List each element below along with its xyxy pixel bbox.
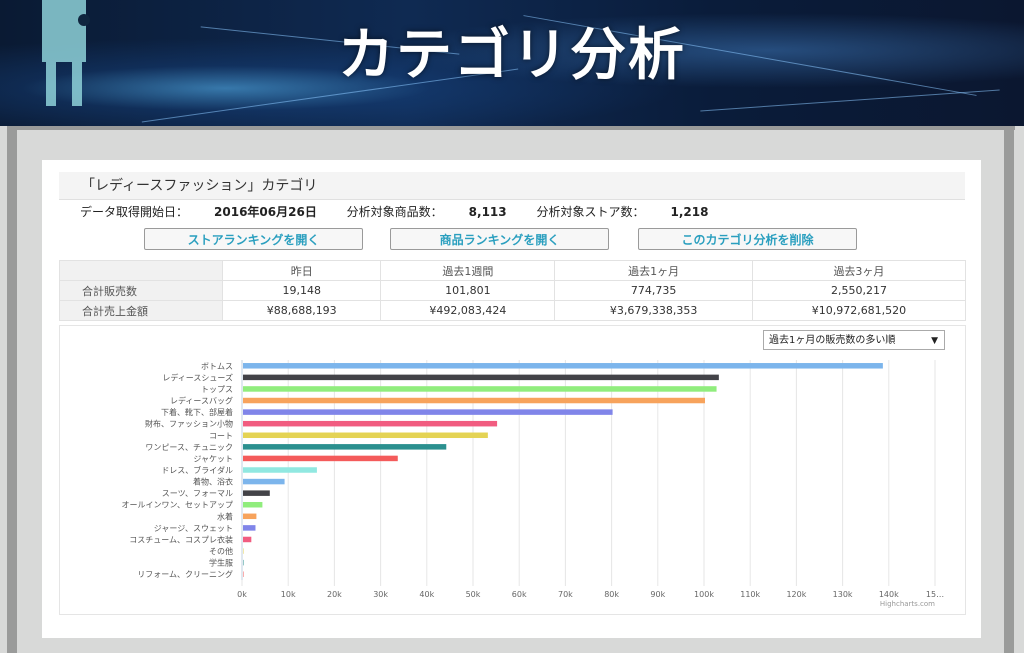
- stats-header-blank: [59, 260, 223, 281]
- delete-analysis-button[interactable]: このカテゴリ分析を削除: [638, 228, 857, 250]
- sort-order-select[interactable]: 過去1ヶ月の販売数の多い順 ▼: [763, 330, 945, 350]
- stats-cell: 101,801: [380, 280, 556, 301]
- category-label: 下着、靴下、部屋着: [161, 407, 233, 417]
- chart-container: [59, 325, 966, 615]
- x-tick-label: 30k: [373, 590, 388, 599]
- frame-left: [7, 130, 17, 653]
- bar[interactable]: [243, 409, 613, 415]
- x-tick-label: 80k: [604, 590, 619, 599]
- x-tick-label: 60k: [512, 590, 527, 599]
- category-label: その他: [209, 546, 233, 556]
- x-tick-label: 90k: [650, 590, 665, 599]
- bar[interactable]: [243, 571, 244, 577]
- category-label: ジャージ、スウェット: [154, 524, 233, 533]
- open-store-ranking-button[interactable]: ストアランキングを開く: [144, 228, 363, 250]
- dropdown-arrow-icon: ▼: [931, 336, 938, 346]
- sort-order-value: 過去1ヶ月の販売数の多い順: [769, 335, 896, 346]
- bar[interactable]: [243, 420, 498, 427]
- x-tick-label: 70k: [558, 590, 573, 599]
- x-tick-label: 100k: [694, 590, 714, 599]
- bar[interactable]: [243, 374, 719, 381]
- x-tick-label: 110k: [740, 590, 760, 599]
- stats-row-sales-amount: 合計売上金額 ¥88,688,193 ¥492,083,424 ¥3,679,3…: [59, 300, 967, 321]
- x-tick-label: 40k: [419, 590, 434, 599]
- bar[interactable]: [243, 513, 257, 520]
- category-label: ワンピース、チュニック: [145, 443, 233, 452]
- item-count-value: 8,113: [468, 205, 507, 219]
- stats-row-label: 合計売上金額: [59, 300, 223, 321]
- x-tick-label: 130k: [833, 590, 853, 599]
- stats-cell: ¥10,972,681,520: [751, 300, 967, 321]
- category-label: オールインワン、セットアップ: [121, 501, 233, 510]
- bar[interactable]: [243, 444, 447, 450]
- highcharts-credit: Highcharts.com: [880, 600, 935, 608]
- category-label: レディースシューズ: [162, 372, 233, 382]
- page-title: カテゴリ分析: [338, 23, 686, 88]
- bar[interactable]: [243, 363, 883, 369]
- bar[interactable]: [243, 490, 270, 496]
- bar[interactable]: [243, 525, 256, 531]
- store-count-value: 1,218: [670, 205, 709, 219]
- category-label: トップス: [201, 385, 233, 394]
- stats-cell: ¥492,083,424: [380, 300, 556, 321]
- item-count-label: 分析対象商品数：: [346, 205, 443, 219]
- x-tick-label: 20k: [327, 590, 342, 599]
- category-label: コート: [209, 431, 233, 440]
- category-label: 水着: [217, 511, 233, 521]
- category-label: ドレス、ブライダル: [161, 465, 233, 475]
- stats-cell: 2,550,217: [751, 280, 967, 301]
- category-label: コスチューム、コスプレ衣装: [129, 534, 233, 544]
- category-label: ジャケット: [193, 454, 233, 463]
- category-label: スーツ、フォーマル: [162, 489, 233, 498]
- category-card: 「レディースファッション」カテゴリ データ取得開始日： 2016年06月26日 分…: [42, 160, 981, 638]
- bar[interactable]: [243, 467, 317, 473]
- stats-cell: 774,735: [554, 280, 753, 301]
- bar-chart: 0k 10k 20k 30k 40k 50k 60k 70k 80k 90k 100k 110k 120…: [121, 360, 944, 608]
- category-info: データ取得開始日： 2016年06月26日 分析対象商品数： 8,113 分析対象ス…: [80, 203, 734, 220]
- start-date-label: データ取得開始日：: [80, 205, 189, 219]
- x-tick-label: 140k: [879, 590, 899, 599]
- bar[interactable]: [243, 548, 244, 554]
- bar[interactable]: [243, 501, 263, 508]
- bar[interactable]: [243, 455, 398, 462]
- category-label: 財布、ファッション小物: [145, 419, 233, 429]
- store-count-label: 分析対象ストア数：: [536, 205, 645, 219]
- category-label: レディースバッグ: [170, 396, 233, 406]
- x-tick-label: 10k: [281, 590, 296, 599]
- start-date-value: 2016年06月26日: [214, 205, 317, 219]
- category-label: 着物、浴衣: [193, 477, 233, 487]
- x-tick-label: 120k: [786, 590, 806, 599]
- bar[interactable]: [243, 432, 488, 439]
- bar[interactable]: [243, 386, 717, 392]
- frame-right: [1004, 130, 1014, 653]
- open-item-ranking-button[interactable]: 商品ランキングを開く: [390, 228, 609, 250]
- bar[interactable]: [243, 559, 244, 566]
- stats-cell: ¥3,679,338,353: [554, 300, 753, 321]
- robot-silhouette-icon: [42, 0, 90, 106]
- x-tick-label: 15…: [926, 590, 944, 599]
- category-label: リフォーム、クリーニング: [137, 569, 233, 579]
- bar[interactable]: [243, 397, 705, 404]
- x-tick-label: 50k: [466, 590, 481, 599]
- bar[interactable]: [243, 478, 285, 485]
- stats-cell: ¥88,688,193: [221, 300, 382, 321]
- stats-header-row: 昨日 過去1週間 過去1ヶ月 過去3ヶ月: [59, 260, 967, 281]
- category-title: 「レディースファッション」カテゴリ: [59, 172, 965, 200]
- stats-table: 昨日 過去1週間 過去1ヶ月 過去3ヶ月 合計販売数 19,148 101,80…: [59, 260, 967, 321]
- hero-banner: カテゴリ分析: [0, 0, 1024, 126]
- category-label: ボトムス: [201, 362, 233, 371]
- bar[interactable]: [243, 536, 252, 543]
- frame-top: [7, 126, 1015, 130]
- category-label: 学生服: [209, 558, 233, 568]
- x-tick-label: 0k: [237, 590, 247, 599]
